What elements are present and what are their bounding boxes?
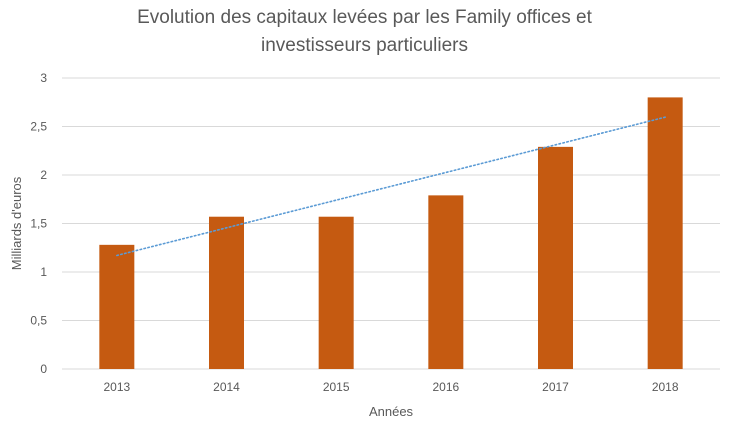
y-tick-label-4: 2 xyxy=(40,168,47,182)
bar-2018 xyxy=(647,97,683,370)
chart-title-line-1: Evolution des capitaux levées par les Fa… xyxy=(137,7,592,28)
y-tick-label-5: 2,5 xyxy=(30,120,47,134)
y-axis-title: Milliards d'euros xyxy=(9,176,24,270)
y-tick-label-1: 0,5 xyxy=(30,314,47,328)
x-tick-label-2013: 2013 xyxy=(103,380,130,394)
x-axis-title: Années xyxy=(369,404,414,419)
y-tick-label-0: 0 xyxy=(40,362,47,376)
y-tick-label-6: 3 xyxy=(40,71,47,85)
chart-title-line-2: investisseurs particuliers xyxy=(261,35,468,56)
bar-2017 xyxy=(538,146,573,369)
bar-2014 xyxy=(209,216,244,369)
bar-2015 xyxy=(318,216,354,369)
trendline xyxy=(116,116,666,257)
x-tick-label-2014: 2014 xyxy=(213,380,240,394)
x-tick-label-2018: 2018 xyxy=(652,380,679,394)
bar-2013 xyxy=(99,244,135,369)
x-tick-label-2017: 2017 xyxy=(542,380,569,394)
bar-2016 xyxy=(428,195,464,369)
x-tick-label-2015: 2015 xyxy=(323,380,350,394)
x-tick-label-2016: 2016 xyxy=(432,380,459,394)
y-tick-label-2: 1 xyxy=(40,265,47,279)
y-tick-label-3: 1,5 xyxy=(30,217,47,231)
